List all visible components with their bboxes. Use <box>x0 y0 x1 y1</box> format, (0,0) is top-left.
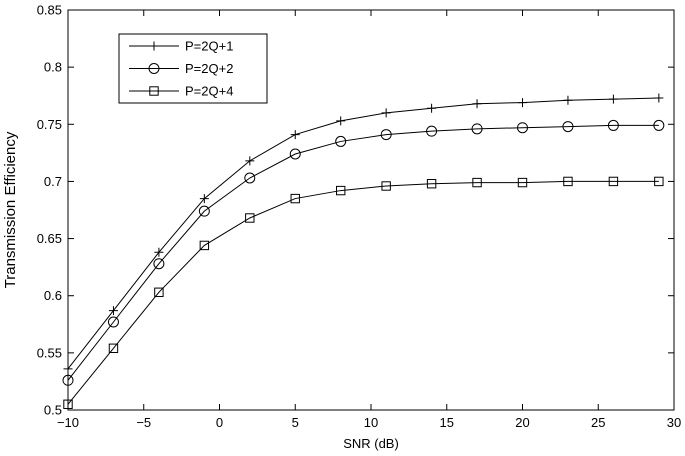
x-tick-label: 0 <box>216 415 223 430</box>
x-tick-label: 10 <box>364 415 378 430</box>
series-line <box>67 124 659 381</box>
data-point-square <box>608 176 619 187</box>
y-axis-label: Transmission Efficiency <box>2 131 19 288</box>
data-point-square <box>199 240 210 251</box>
x-axis-label: SNR (dB) <box>343 436 399 451</box>
y-tick-label: 0.65 <box>37 231 62 246</box>
data-point-plus <box>336 116 346 126</box>
data-point-square <box>381 181 391 191</box>
legend-marker-square <box>149 86 159 96</box>
legend-marker-plus <box>149 41 159 51</box>
y-tick-label: 0.55 <box>37 345 62 360</box>
data-point-circle <box>471 123 483 135</box>
data-point-circle <box>335 135 347 147</box>
x-tick-label: 20 <box>515 415 529 430</box>
data-point-square <box>563 176 573 187</box>
y-tick-label: 0.75 <box>37 117 62 132</box>
data-point-circle <box>289 148 301 160</box>
legend-label: P=2Q+4 <box>185 84 233 99</box>
data-point-square <box>517 177 528 188</box>
data-point-square <box>290 193 300 204</box>
legend: P=2Q+1 P=2Q+2 P=2Q+4 <box>118 33 268 104</box>
x-tick-label: 5 <box>292 415 299 430</box>
series-plus <box>63 93 664 374</box>
data-point-plus <box>245 156 255 166</box>
x-tick-label: 25 <box>591 415 605 430</box>
data-point-plus <box>608 94 618 104</box>
data-point-plus <box>563 95 573 105</box>
series-line <box>67 97 659 370</box>
data-point-circle <box>380 129 392 141</box>
data-point-circle <box>198 205 210 217</box>
y-tick-label: 0.7 <box>44 174 62 189</box>
y-tick-label: 0.8 <box>44 60 62 75</box>
x-tick-label: 30 <box>667 415 681 430</box>
data-point-plus <box>108 306 118 316</box>
data-point-plus <box>654 93 664 103</box>
data-point-plus <box>381 108 391 118</box>
ticks-layer: −10 −5 0 5 10 15 20 25 30 0.5 0.55 0.6 0.65 0.7 0.75 0.… <box>37 3 682 431</box>
y-tick-label: 0.6 <box>44 288 62 303</box>
data-point-square <box>108 343 119 353</box>
data-point-plus <box>518 98 527 108</box>
y-tick-label: 0.85 <box>37 3 62 18</box>
data-point-square <box>336 185 346 196</box>
data-point-circle <box>426 125 438 137</box>
x-tick-label: 15 <box>440 415 454 430</box>
data-point-circle <box>562 121 574 133</box>
series-line <box>67 180 659 405</box>
data-point-square <box>426 179 437 189</box>
data-point-square <box>472 177 482 188</box>
legend-label: P=2Q+2 <box>185 61 233 76</box>
data-point-plus <box>290 130 300 140</box>
data-point-square <box>245 213 255 223</box>
y-tick-label: 0.5 <box>44 403 62 418</box>
data-point-circle <box>517 122 528 134</box>
data-point-plus <box>472 99 482 109</box>
data-point-circle <box>244 172 256 184</box>
data-point-square <box>154 287 164 297</box>
legend-label: P=2Q+1 <box>185 39 233 54</box>
legend-item: P=2Q+1 <box>129 39 233 54</box>
data-point-circle <box>653 119 665 131</box>
x-tick-label: −5 <box>136 415 151 430</box>
data-point-circle <box>607 119 619 131</box>
x-tick-label: −10 <box>57 415 79 430</box>
data-point-square <box>654 176 664 187</box>
legend-item: P=2Q+4 <box>129 84 233 99</box>
series-circle <box>62 119 665 386</box>
data-point-plus <box>154 247 164 257</box>
legend-marker-circle <box>148 63 160 74</box>
series-layer <box>62 93 665 409</box>
legend-item: P=2Q+2 <box>129 61 233 76</box>
data-point-circle <box>153 258 165 270</box>
data-point-plus <box>427 103 437 113</box>
data-point-circle <box>107 316 119 328</box>
data-point-plus <box>199 194 209 204</box>
